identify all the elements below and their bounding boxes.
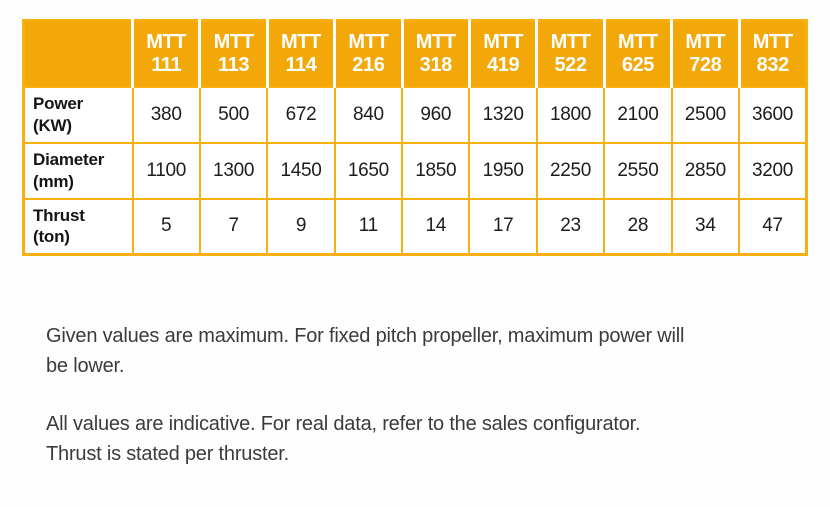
table-cell: 1450 [266, 141, 336, 200]
note-line: Thrust is stated per thruster. [46, 443, 289, 465]
table-cell: 2850 [670, 141, 741, 200]
note-max-values: Given values are maximum. For fixed pitc… [46, 321, 786, 381]
row-label-power: Power (KW) [22, 85, 134, 144]
column-header-mtt-522: MTT 522 [535, 20, 606, 88]
column-header-model: 419 [487, 53, 520, 76]
column-header-series: MTT [617, 30, 658, 53]
column-header-mtt-113: MTT 113 [198, 20, 269, 88]
table-cell: 11 [333, 197, 404, 256]
table-cell: 28 [603, 197, 673, 256]
table-cell: 500 [198, 85, 269, 144]
footnotes-section: Given values are maximum. For fixed pitc… [46, 321, 786, 497]
note-line: All values are indicative. For real data… [46, 413, 641, 435]
table-cell: 14 [401, 197, 471, 256]
column-header-series: MTT [752, 30, 793, 53]
table-cell: 672 [266, 85, 336, 144]
column-header-mtt-728: MTT 728 [670, 20, 741, 88]
table-cell: 5 [131, 197, 201, 256]
column-header-mtt-419: MTT 419 [467, 20, 539, 88]
table-cell: 2500 [670, 85, 741, 144]
column-header-series: MTT [685, 30, 726, 53]
column-header-model: 625 [621, 53, 655, 76]
column-header-model: 522 [554, 53, 587, 76]
row-label-diameter: Diameter (mm) [22, 141, 134, 200]
column-header-model: 111 [151, 53, 182, 76]
note-line: Given values are maximum. For fixed pitc… [46, 325, 685, 347]
table-cell: 1100 [131, 141, 201, 200]
column-header-model: 318 [419, 53, 453, 76]
table-row-diameter: Diameter (mm) 1100 1300 1450 1650 1850 1… [22, 141, 808, 200]
column-header-model: 114 [285, 53, 317, 76]
note-line: be lower. [46, 355, 125, 377]
column-header-series: MTT [281, 30, 321, 53]
column-header-model: 832 [756, 53, 790, 76]
row-label-name: Diameter [33, 150, 105, 170]
thruster-spec-table: MTT 111 MTT 113 MTT 114 MTT 216 MTT 31 [22, 19, 809, 256]
row-label-name: Thrust [33, 206, 85, 225]
table-cell: 7 [198, 197, 269, 256]
row-label-name: Power [33, 94, 84, 114]
table-cell: 2100 [603, 85, 673, 144]
table-header-row: MTT 111 MTT 113 MTT 114 MTT 216 MTT 31 [23, 20, 809, 88]
column-header-series: MTT [415, 30, 456, 53]
column-header-series: MTT [213, 30, 254, 53]
column-header-series: MTT [348, 30, 389, 53]
column-header-series: MTT [550, 30, 591, 53]
column-header-series: MTT [483, 30, 524, 53]
table-cell: 1300 [198, 141, 269, 200]
table-cell: 840 [333, 85, 404, 144]
table-corner-cell [23, 20, 134, 88]
table-cell: 34 [670, 197, 741, 256]
row-label-unit: (mm) [33, 171, 74, 191]
table-cell: 1320 [468, 85, 538, 144]
note-indicative-values: All values are indicative. For real data… [46, 409, 786, 469]
column-header-model: 113 [218, 53, 250, 76]
column-header-mtt-318: MTT 318 [400, 20, 471, 88]
table-cell: 3200 [738, 141, 808, 200]
table-cell: 2250 [535, 141, 606, 200]
table-cell: 1650 [333, 141, 404, 200]
table-cell: 3600 [738, 85, 808, 144]
column-header-mtt-832: MTT 832 [737, 20, 809, 88]
thruster-spec-table-wrap: MTT 111 MTT 113 MTT 114 MTT 216 MTT 31 [22, 19, 809, 256]
table-cell: 17 [468, 197, 538, 256]
table-cell: 1950 [468, 141, 538, 200]
column-header-mtt-114: MTT 114 [265, 20, 337, 88]
table-cell: 9 [266, 197, 336, 256]
column-header-model: 728 [689, 53, 722, 76]
table-cell: 960 [401, 85, 471, 144]
row-label-unit: (ton) [33, 227, 70, 247]
table-cell: 1850 [401, 141, 471, 200]
column-header-mtt-111: MTT 111 [130, 20, 202, 88]
table-cell: 380 [131, 85, 201, 144]
table-cell: 2550 [603, 141, 673, 200]
table-row-thrust: Thrust (ton) 5 7 9 11 14 17 23 28 34 47 [22, 197, 808, 256]
column-header-mtt-625: MTT 625 [602, 20, 674, 88]
table-cell: 23 [535, 197, 606, 256]
table-cell: 1800 [535, 85, 606, 144]
column-header-series: MTT [146, 30, 187, 53]
table-row-power: Power (KW) 380 500 672 840 960 1320 1800… [22, 85, 808, 144]
column-header-model: 216 [352, 53, 385, 76]
row-label-unit: (KW) [33, 115, 72, 135]
table-cell: 47 [738, 197, 808, 256]
row-label-thrust: Thrust (ton) [22, 197, 134, 256]
column-header-mtt-216: MTT 216 [333, 20, 404, 88]
